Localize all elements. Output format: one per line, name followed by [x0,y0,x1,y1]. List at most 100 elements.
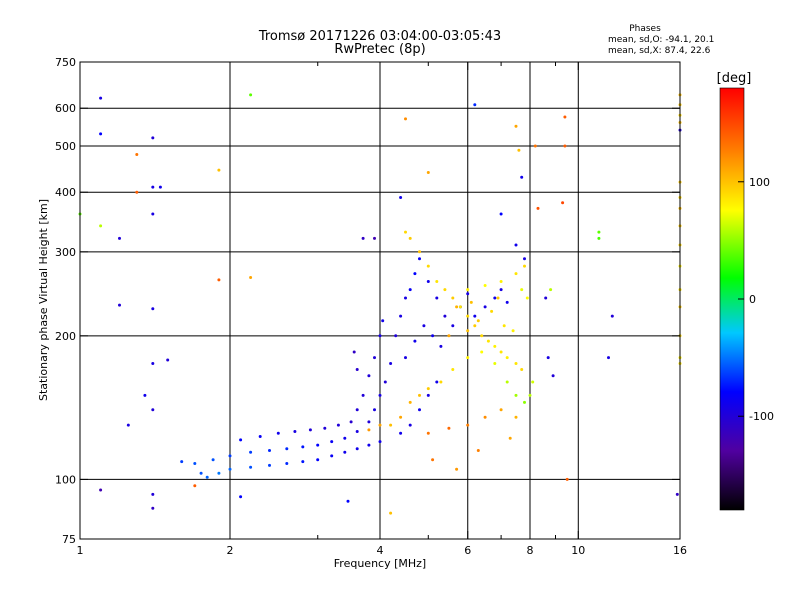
data-point [378,393,382,397]
data-point [418,250,421,254]
data-point [367,443,371,447]
data-point [151,212,155,216]
data-point [520,368,524,371]
y-tick-label: 500 [55,140,76,153]
data-point [378,440,382,444]
data-point [514,393,518,397]
data-point [451,368,455,371]
data-point [502,324,506,328]
data-point [533,144,537,148]
data-point [135,190,139,194]
data-point [439,380,443,384]
colorbar-tick-label: 100 [749,176,770,189]
data-point [301,460,305,464]
data-point [404,117,407,121]
data-point [531,380,535,384]
colorbar-ticks: 100 0 -100 [738,176,774,423]
data-point [343,436,347,440]
data-point [499,350,503,354]
data-point [418,408,421,412]
x-tick-label: 16 [673,544,687,557]
data-point [151,506,155,510]
data-point [378,334,382,338]
data-point [399,415,403,419]
data-point [508,436,512,440]
data-point [451,296,455,300]
y-tick-label: 600 [55,102,76,115]
data-point [249,93,253,97]
data-point [180,460,184,464]
x-tick-label: 6 [464,544,471,557]
data-point [151,185,155,189]
data-point [355,447,359,451]
data-point [389,511,393,515]
data-point [561,201,565,205]
data-point [373,236,376,240]
data-point [447,426,451,430]
data-point [199,471,203,475]
data-point [249,465,253,469]
chart-subtitle: RwPretec (8p) [334,42,425,57]
data-point [268,449,271,452]
data-point [517,148,521,152]
data-point [399,431,403,435]
data-point [435,280,439,283]
x-tick-label: 8 [527,544,534,557]
data-point [217,471,221,475]
data-point [431,458,435,462]
data-point [514,243,518,247]
data-point [435,296,439,300]
data-point [443,288,447,292]
data-point [455,305,459,309]
y-axis-ticks: 75 100 200 300 400 500 600 750 [55,56,680,546]
data-point [135,153,139,156]
data-point [383,380,387,384]
data-point [418,393,421,397]
data-point [352,350,356,354]
data-point [308,428,312,432]
data-point [228,467,232,471]
data-point [268,463,271,467]
data-point [544,296,548,300]
y-tick-label: 75 [62,533,76,546]
data-point [394,334,398,338]
data-point [99,96,103,100]
data-point [367,428,371,432]
data-point [486,339,490,343]
data-point [528,393,532,397]
data-point [217,278,221,282]
data-point [607,356,610,360]
colorbar-tick-label: -100 [749,410,774,423]
data-point [381,319,385,323]
data-point [466,314,470,318]
data-point [466,292,470,296]
data-point [166,358,170,362]
data-point [597,236,601,240]
data-point [493,296,497,300]
colorbar-tick-label: 0 [749,293,756,306]
data-point [404,230,407,234]
data-point [455,467,459,471]
y-tick-label: 200 [55,330,76,343]
data-point [426,280,430,283]
y-tick-label: 100 [55,473,76,486]
data-point [431,334,435,338]
data-point [408,288,412,292]
data-point [520,175,524,179]
chart-title: Tromsø 20171226 03:04:00-03:05:43 [258,29,501,44]
data-point [483,415,487,419]
data-point [514,272,518,276]
data-point [151,408,155,412]
data-point [193,484,197,488]
data-point [367,374,371,378]
data-point [675,492,679,496]
data-point [293,430,297,433]
y-axis-label: Stationary phase Virtual Height [km] [37,199,50,401]
phase-stats-title: Phases [629,24,661,34]
data-point [493,362,497,365]
x-tick-label: 2 [227,544,234,557]
data-point [99,132,103,136]
data-point [126,423,130,427]
data-point [563,144,567,148]
y-tick-label: 750 [55,56,76,69]
